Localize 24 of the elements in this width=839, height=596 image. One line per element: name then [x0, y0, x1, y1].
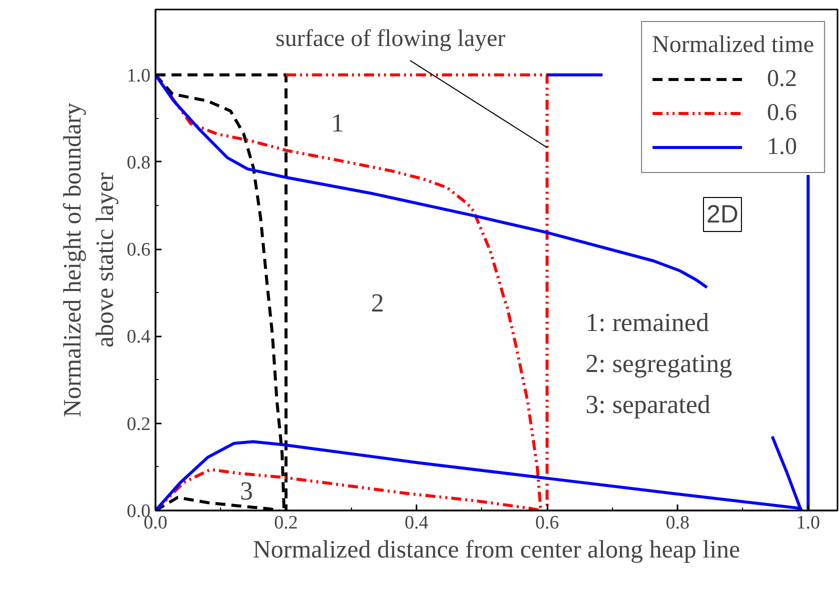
x-axis-title: Normalized distance from center along heap line	[252, 536, 740, 564]
y-axis-title: Normalized height of boundary above static layer	[59, 102, 119, 418]
y-tick-label: 0.6	[126, 240, 150, 261]
x-tick-label: 0.6	[535, 512, 559, 534]
annotation: 2: segregating	[586, 349, 732, 378]
annotation: 1	[331, 108, 344, 138]
y-tick-label: 0.8	[126, 152, 150, 174]
annotation: 3	[240, 476, 253, 506]
legend-label: 0.2	[767, 66, 798, 92]
legend-title: Normalized time	[652, 32, 814, 59]
annotation: 1: remained	[586, 308, 709, 337]
legend-label: 1.0	[767, 134, 798, 160]
legend-label: 0.6	[767, 100, 798, 126]
annotation: 3: separated	[586, 390, 710, 419]
x-tick-label: 0.2	[274, 512, 298, 534]
annotation: surface of flowing layer	[276, 26, 506, 52]
annotation: 2D	[706, 200, 738, 228]
y-tick-label: 1.0	[126, 65, 150, 86]
annotation: 2	[371, 288, 384, 318]
y-tick-label: 0.2	[126, 414, 150, 435]
x-tick-label: 1.0	[796, 512, 820, 534]
y-tick-label: 0.4	[126, 326, 151, 348]
x-tick-label: 0.4	[404, 512, 429, 534]
x-tick-label: 0.8	[666, 512, 690, 534]
